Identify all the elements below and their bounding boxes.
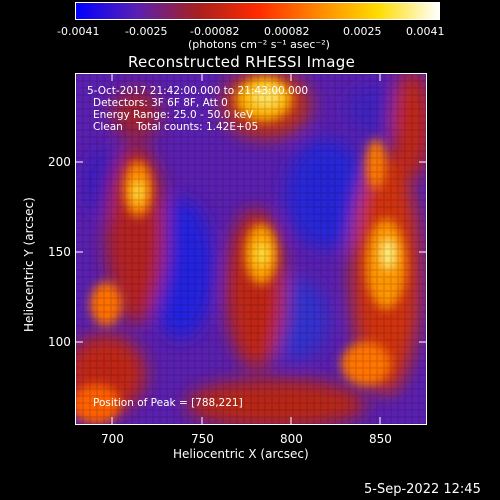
annotation-detectors: Detectors: 3F 6F 8F, Att 0	[93, 97, 228, 109]
colorbar-tick: 0.0041	[406, 25, 445, 38]
annotation-time: 5-Oct-2017 21:42:00.000 to 21:43:00.000	[87, 85, 309, 97]
image-panel: 5-Oct-2017 21:42:00.000 to 21:43:00.000 …	[75, 73, 427, 425]
x-tick-label: 850	[369, 432, 392, 446]
colorbar-tick: 0.00082	[264, 25, 310, 38]
colorbar-tick: -0.00082	[190, 25, 240, 38]
x-axis-label: Heliocentric X (arcsec)	[173, 447, 309, 461]
colorbar-tick: 0.0025	[343, 25, 382, 38]
colorbar-tick: -0.0041	[57, 25, 100, 38]
footer-timestamp: 5-Sep-2022 12:45	[364, 482, 481, 497]
annotation-energy: Energy Range: 25.0 - 50.0 keV	[93, 109, 254, 121]
y-tick-label: 150	[48, 245, 71, 259]
y-tick-label: 100	[48, 335, 71, 349]
x-tick-label: 750	[191, 432, 214, 446]
x-tick-label: 700	[101, 432, 124, 446]
annotation-peak: Position of Peak = [788,221]	[93, 397, 243, 409]
colorbar	[75, 2, 440, 20]
plot-title: Reconstructed RHESSI Image	[128, 53, 356, 71]
colorbar-units: (photons cm⁻² s⁻¹ asec⁻²)	[188, 38, 330, 51]
rhessi-image	[76, 74, 426, 424]
y-axis-label: Heliocentric Y (arcsec)	[22, 197, 36, 332]
annotation-clean: Clean Total counts: 1.42E+05	[93, 121, 259, 133]
colorbar-tick: -0.0025	[125, 25, 168, 38]
colorbar-ticks: -0.0041 -0.0025 -0.00082 0.00082 0.0025 …	[0, 20, 500, 40]
y-tick-label: 200	[48, 155, 71, 169]
x-tick-label: 800	[280, 432, 303, 446]
